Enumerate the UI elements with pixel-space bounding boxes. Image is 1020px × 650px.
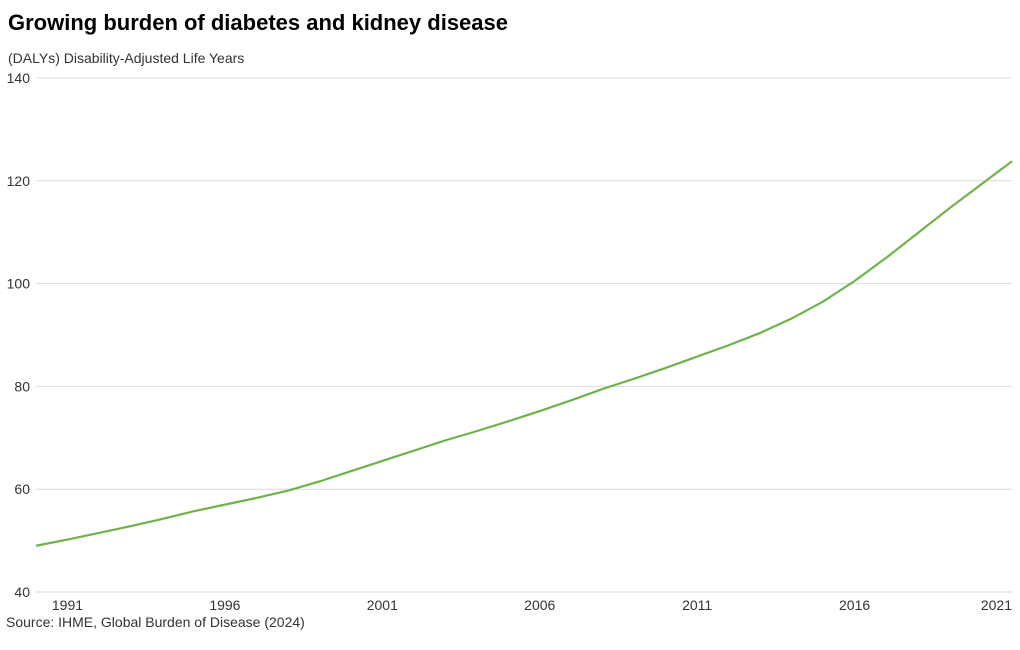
x-tick-label: 1991 xyxy=(52,597,83,612)
chart-plot: 40 60 80 100 120 140 1991 1996 2001 2006 2011 2016 2… xyxy=(6,72,1014,612)
y-tick-label: 120 xyxy=(7,173,31,189)
chart-title: Growing burden of diabetes and kidney di… xyxy=(8,10,1014,36)
line-chart-svg: 40 60 80 100 120 140 1991 1996 2001 2006 2011 2016 2… xyxy=(6,72,1014,612)
y-tick-label: 60 xyxy=(14,481,30,497)
chart-container: Growing burden of diabetes and kidney di… xyxy=(0,0,1020,650)
chart-subtitle: (DALYs) Disability-Adjusted Life Years xyxy=(8,50,1014,66)
y-tick-label: 140 xyxy=(7,72,31,86)
x-tick-label: 1996 xyxy=(209,597,240,612)
chart-source: Source: IHME, Global Burden of Disease (… xyxy=(6,614,1014,630)
x-tick-label: 2016 xyxy=(839,597,870,612)
x-tick-label: 2021 xyxy=(981,597,1012,612)
y-tick-label: 100 xyxy=(7,276,31,292)
series-line xyxy=(36,161,1012,545)
x-tick-label: 2011 xyxy=(682,597,712,612)
x-tick-label: 2001 xyxy=(367,597,398,612)
y-tick-label: 40 xyxy=(14,584,30,600)
x-tick-label: 2006 xyxy=(524,597,555,612)
y-tick-label: 80 xyxy=(14,378,30,394)
